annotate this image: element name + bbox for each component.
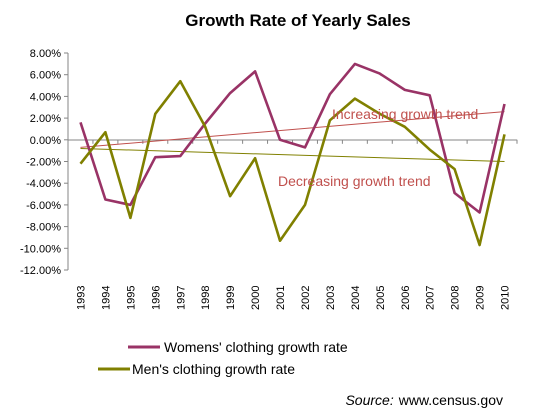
- x-tick-label: 2005: [375, 286, 387, 310]
- y-tick-label: 6.00%: [30, 70, 61, 82]
- series-line-mens: [79, 79, 506, 247]
- source-note: Source: www.census.gov: [345, 392, 503, 408]
- x-tick-label: 2001: [275, 286, 287, 310]
- y-tick-label: -4.00%: [26, 178, 61, 190]
- x-tick-label: 1995: [125, 286, 137, 310]
- x-tick-label: 1998: [200, 286, 212, 310]
- x-tick-label: 1993: [75, 286, 87, 310]
- series-line-womens: [79, 62, 506, 214]
- x-tick-label: 1994: [100, 286, 112, 310]
- y-tick-label: -10.00%: [20, 243, 61, 255]
- x-tick-label: 2004: [350, 286, 362, 310]
- series-group: [79, 62, 506, 247]
- trendline-womens: [80, 111, 505, 148]
- annotation-increasing: Increasing growth trend: [332, 106, 478, 122]
- y-tick-label: -2.00%: [26, 157, 61, 169]
- trendline-group: [80, 111, 505, 162]
- x-tick-label: 2003: [325, 286, 337, 310]
- legend: Womens' clothing growth rate Men's cloth…: [98, 339, 348, 377]
- legend-label-womens: Womens' clothing growth rate: [164, 339, 348, 355]
- y-tick-label: 0.00%: [30, 135, 61, 147]
- y-tick-label: 4.00%: [30, 91, 61, 103]
- x-tick-label: 2000: [250, 286, 262, 310]
- y-tick-label: 2.00%: [30, 113, 61, 125]
- source-label: Source:: [345, 392, 393, 408]
- x-tick-label: 1996: [150, 286, 162, 310]
- legend-label-mens: Men's clothing growth rate: [132, 361, 295, 377]
- annotation-decreasing: Decreasing growth trend: [278, 173, 431, 189]
- x-tick-label: 1999: [225, 286, 237, 310]
- x-tick-label: 2006: [400, 286, 412, 310]
- y-tick-label: -6.00%: [26, 200, 61, 212]
- y-tick-label: -12.00%: [20, 265, 61, 277]
- chart-title: Growth Rate of Yearly Sales: [185, 11, 411, 30]
- y-tick-label: 8.00%: [30, 48, 61, 60]
- x-tick-label: 1997: [175, 286, 187, 310]
- x-tick-label: 2007: [425, 286, 437, 310]
- x-tick-label: 2010: [500, 286, 512, 310]
- trendline-mens: [80, 147, 505, 162]
- y-tick-label: -8.00%: [26, 222, 61, 234]
- x-tick-label: 2009: [475, 286, 487, 310]
- source-url: www.census.gov: [398, 392, 503, 408]
- x-tick-label: 2002: [300, 286, 312, 310]
- y-tick-group: 8.00% 6.00% 4.00% 2.00% 0.00% -2.00% -4.00% -6.…: [20, 48, 68, 277]
- x-tick-label: 2008: [450, 286, 462, 310]
